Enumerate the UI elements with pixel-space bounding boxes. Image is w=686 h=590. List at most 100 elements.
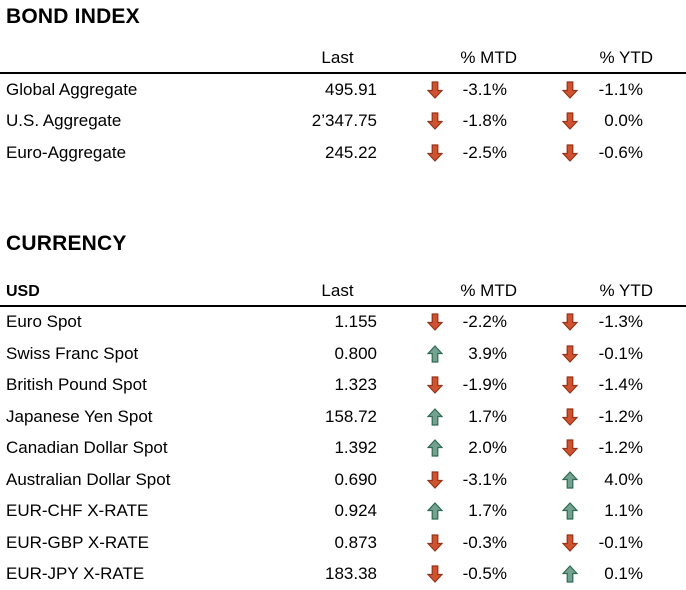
currency-header-usd: USD xyxy=(0,266,290,306)
ytd-cell: -1.4% xyxy=(530,370,686,402)
bond-header-last: Last xyxy=(290,39,385,73)
trend-arrow-icon xyxy=(562,112,578,130)
row-label: Swiss Franc Spot xyxy=(0,338,290,370)
mtd-cell: 3.9% xyxy=(385,338,530,370)
ytd-cell: 0.1% xyxy=(530,559,686,590)
table-row: EUR-GBP X-RATE 0.873 -0.3% -0.1% xyxy=(0,527,686,559)
bond-index-title: BOND INDEX xyxy=(0,0,686,29)
mtd-value: -0.5% xyxy=(463,564,507,584)
last-value: 0.924 xyxy=(290,496,385,528)
table-row: Japanese Yen Spot 158.72 1.7% -1.2% xyxy=(0,401,686,433)
mtd-cell: -1.9% xyxy=(385,370,530,402)
row-label: EUR-CHF X-RATE xyxy=(0,496,290,528)
table-row: EUR-JPY X-RATE 183.38 -0.5% 0.1% xyxy=(0,559,686,590)
row-label: EUR-JPY X-RATE xyxy=(0,559,290,590)
ytd-value: -1.4% xyxy=(599,375,643,395)
trend-arrow-icon xyxy=(562,408,578,426)
trend-arrow-icon xyxy=(427,565,443,583)
ytd-cell: 4.0% xyxy=(530,464,686,496)
trend-arrow-icon xyxy=(427,408,443,426)
ytd-value: -1.2% xyxy=(599,438,643,458)
mtd-cell: -3.1% xyxy=(385,73,530,106)
ytd-value: -0.1% xyxy=(599,533,643,553)
row-label: Australian Dollar Spot xyxy=(0,464,290,496)
mtd-value: 2.0% xyxy=(468,438,507,458)
mtd-cell: -0.5% xyxy=(385,559,530,590)
ytd-value: -1.3% xyxy=(599,312,643,332)
mtd-cell: 1.7% xyxy=(385,496,530,528)
last-value: 158.72 xyxy=(290,401,385,433)
table-row: Euro-Aggregate 245.22 -2.5% -0.6% xyxy=(0,137,686,169)
trend-arrow-icon xyxy=(427,345,443,363)
mtd-cell: -2.5% xyxy=(385,137,530,169)
mtd-value: -1.9% xyxy=(463,375,507,395)
trend-arrow-icon xyxy=(562,144,578,162)
ytd-cell: -1.3% xyxy=(530,306,686,339)
currency-table: USD Last % MTD % YTD Euro Spot 1.155 -2.… xyxy=(0,266,686,590)
trend-arrow-icon xyxy=(562,439,578,457)
last-value: 2’347.75 xyxy=(290,106,385,138)
table-row: British Pound Spot 1.323 -1.9% -1.4% xyxy=(0,370,686,402)
trend-arrow-icon xyxy=(427,81,443,99)
bond-header-ytd: % YTD xyxy=(530,39,686,73)
trend-arrow-icon xyxy=(562,534,578,552)
mtd-cell: 2.0% xyxy=(385,433,530,465)
last-value: 1.392 xyxy=(290,433,385,465)
trend-arrow-icon xyxy=(562,565,578,583)
mtd-value: -2.5% xyxy=(463,143,507,163)
mtd-value: -3.1% xyxy=(463,80,507,100)
currency-title: CURRENCY xyxy=(0,231,686,256)
ytd-value: -1.1% xyxy=(599,80,643,100)
trend-arrow-icon xyxy=(427,313,443,331)
mtd-cell: 1.7% xyxy=(385,401,530,433)
last-value: 183.38 xyxy=(290,559,385,590)
trend-arrow-icon xyxy=(562,502,578,520)
trend-arrow-icon xyxy=(427,439,443,457)
currency-header-mtd: % MTD xyxy=(385,266,530,306)
row-label: Canadian Dollar Spot xyxy=(0,433,290,465)
trend-arrow-icon xyxy=(562,81,578,99)
bond-index-table: Last % MTD % YTD Global Aggregate 495.91… xyxy=(0,39,686,169)
trend-arrow-icon xyxy=(427,502,443,520)
ytd-value: 1.1% xyxy=(604,501,643,521)
currency-header-last: Last xyxy=(290,266,385,306)
ytd-value: 0.1% xyxy=(604,564,643,584)
mtd-value: -0.3% xyxy=(463,533,507,553)
row-label: Global Aggregate xyxy=(0,73,290,106)
trend-arrow-icon xyxy=(562,345,578,363)
ytd-value: 4.0% xyxy=(604,470,643,490)
ytd-cell: -0.1% xyxy=(530,338,686,370)
ytd-cell: 1.1% xyxy=(530,496,686,528)
table-row: Global Aggregate 495.91 -3.1% -1.1% xyxy=(0,73,686,106)
row-label: Euro-Aggregate xyxy=(0,137,290,169)
ytd-value: -0.1% xyxy=(599,344,643,364)
trend-arrow-icon xyxy=(562,471,578,489)
mtd-cell: -2.2% xyxy=(385,306,530,339)
trend-arrow-icon xyxy=(427,112,443,130)
currency-header-row: USD Last % MTD % YTD xyxy=(0,266,686,306)
trend-arrow-icon xyxy=(427,534,443,552)
last-value: 495.91 xyxy=(290,73,385,106)
mtd-cell: -1.8% xyxy=(385,106,530,138)
trend-arrow-icon xyxy=(562,376,578,394)
table-row: Australian Dollar Spot 0.690 -3.1% 4.0% xyxy=(0,464,686,496)
mtd-value: -1.8% xyxy=(463,111,507,131)
last-value: 245.22 xyxy=(290,137,385,169)
table-row: Euro Spot 1.155 -2.2% -1.3% xyxy=(0,306,686,339)
mtd-value: 3.9% xyxy=(468,344,507,364)
ytd-value: -0.6% xyxy=(599,143,643,163)
table-row: U.S. Aggregate 2’347.75 -1.8% 0.0% xyxy=(0,106,686,138)
mtd-value: 1.7% xyxy=(468,407,507,427)
table-row: Swiss Franc Spot 0.800 3.9% -0.1% xyxy=(0,338,686,370)
last-value: 1.323 xyxy=(290,370,385,402)
table-row: EUR-CHF X-RATE 0.924 1.7% 1.1% xyxy=(0,496,686,528)
last-value: 0.690 xyxy=(290,464,385,496)
ytd-cell: 0.0% xyxy=(530,106,686,138)
row-label: EUR-GBP X-RATE xyxy=(0,527,290,559)
mtd-value: -2.2% xyxy=(463,312,507,332)
mtd-cell: -0.3% xyxy=(385,527,530,559)
row-label: Japanese Yen Spot xyxy=(0,401,290,433)
ytd-value: 0.0% xyxy=(604,111,643,131)
ytd-cell: -0.6% xyxy=(530,137,686,169)
trend-arrow-icon xyxy=(427,471,443,489)
